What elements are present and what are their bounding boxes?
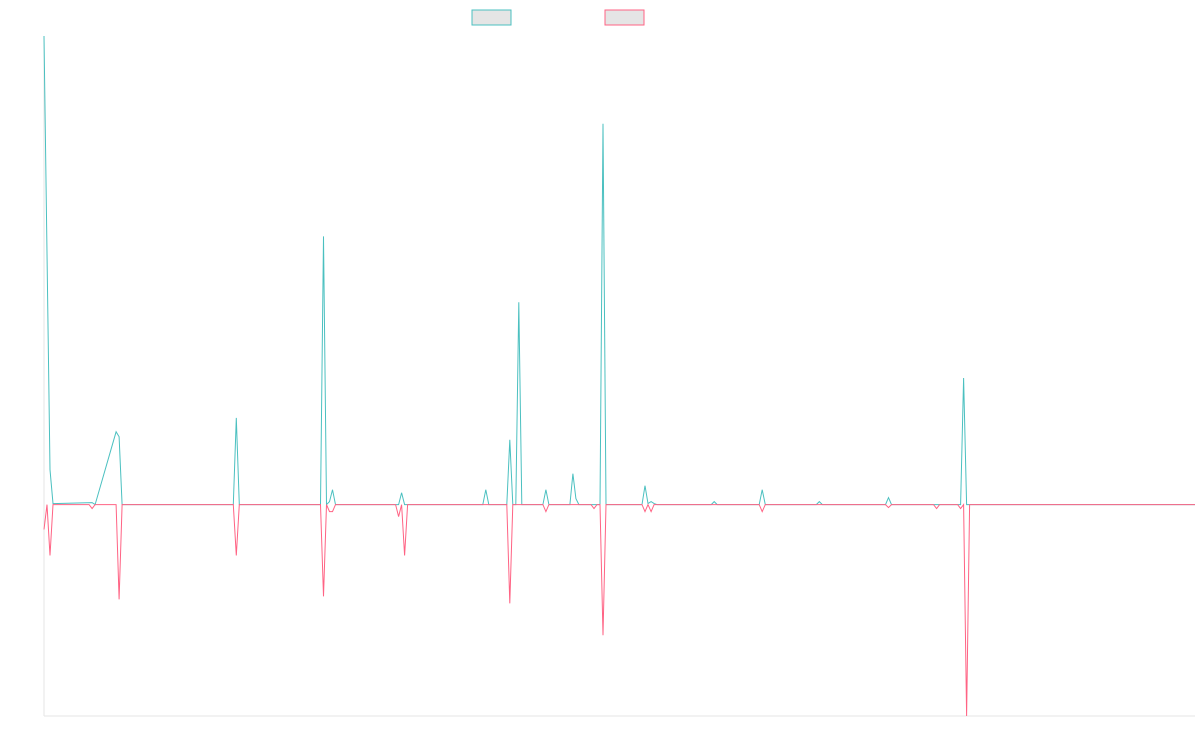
legend [471, 9, 645, 26]
axes [43, 36, 1195, 717]
legend-swatch-1 [471, 9, 512, 26]
legend-swatch-2 [604, 9, 645, 26]
series-group [43, 35, 1195, 717]
series-line-1 [43, 35, 1195, 506]
series-line-2 [43, 503, 1195, 717]
